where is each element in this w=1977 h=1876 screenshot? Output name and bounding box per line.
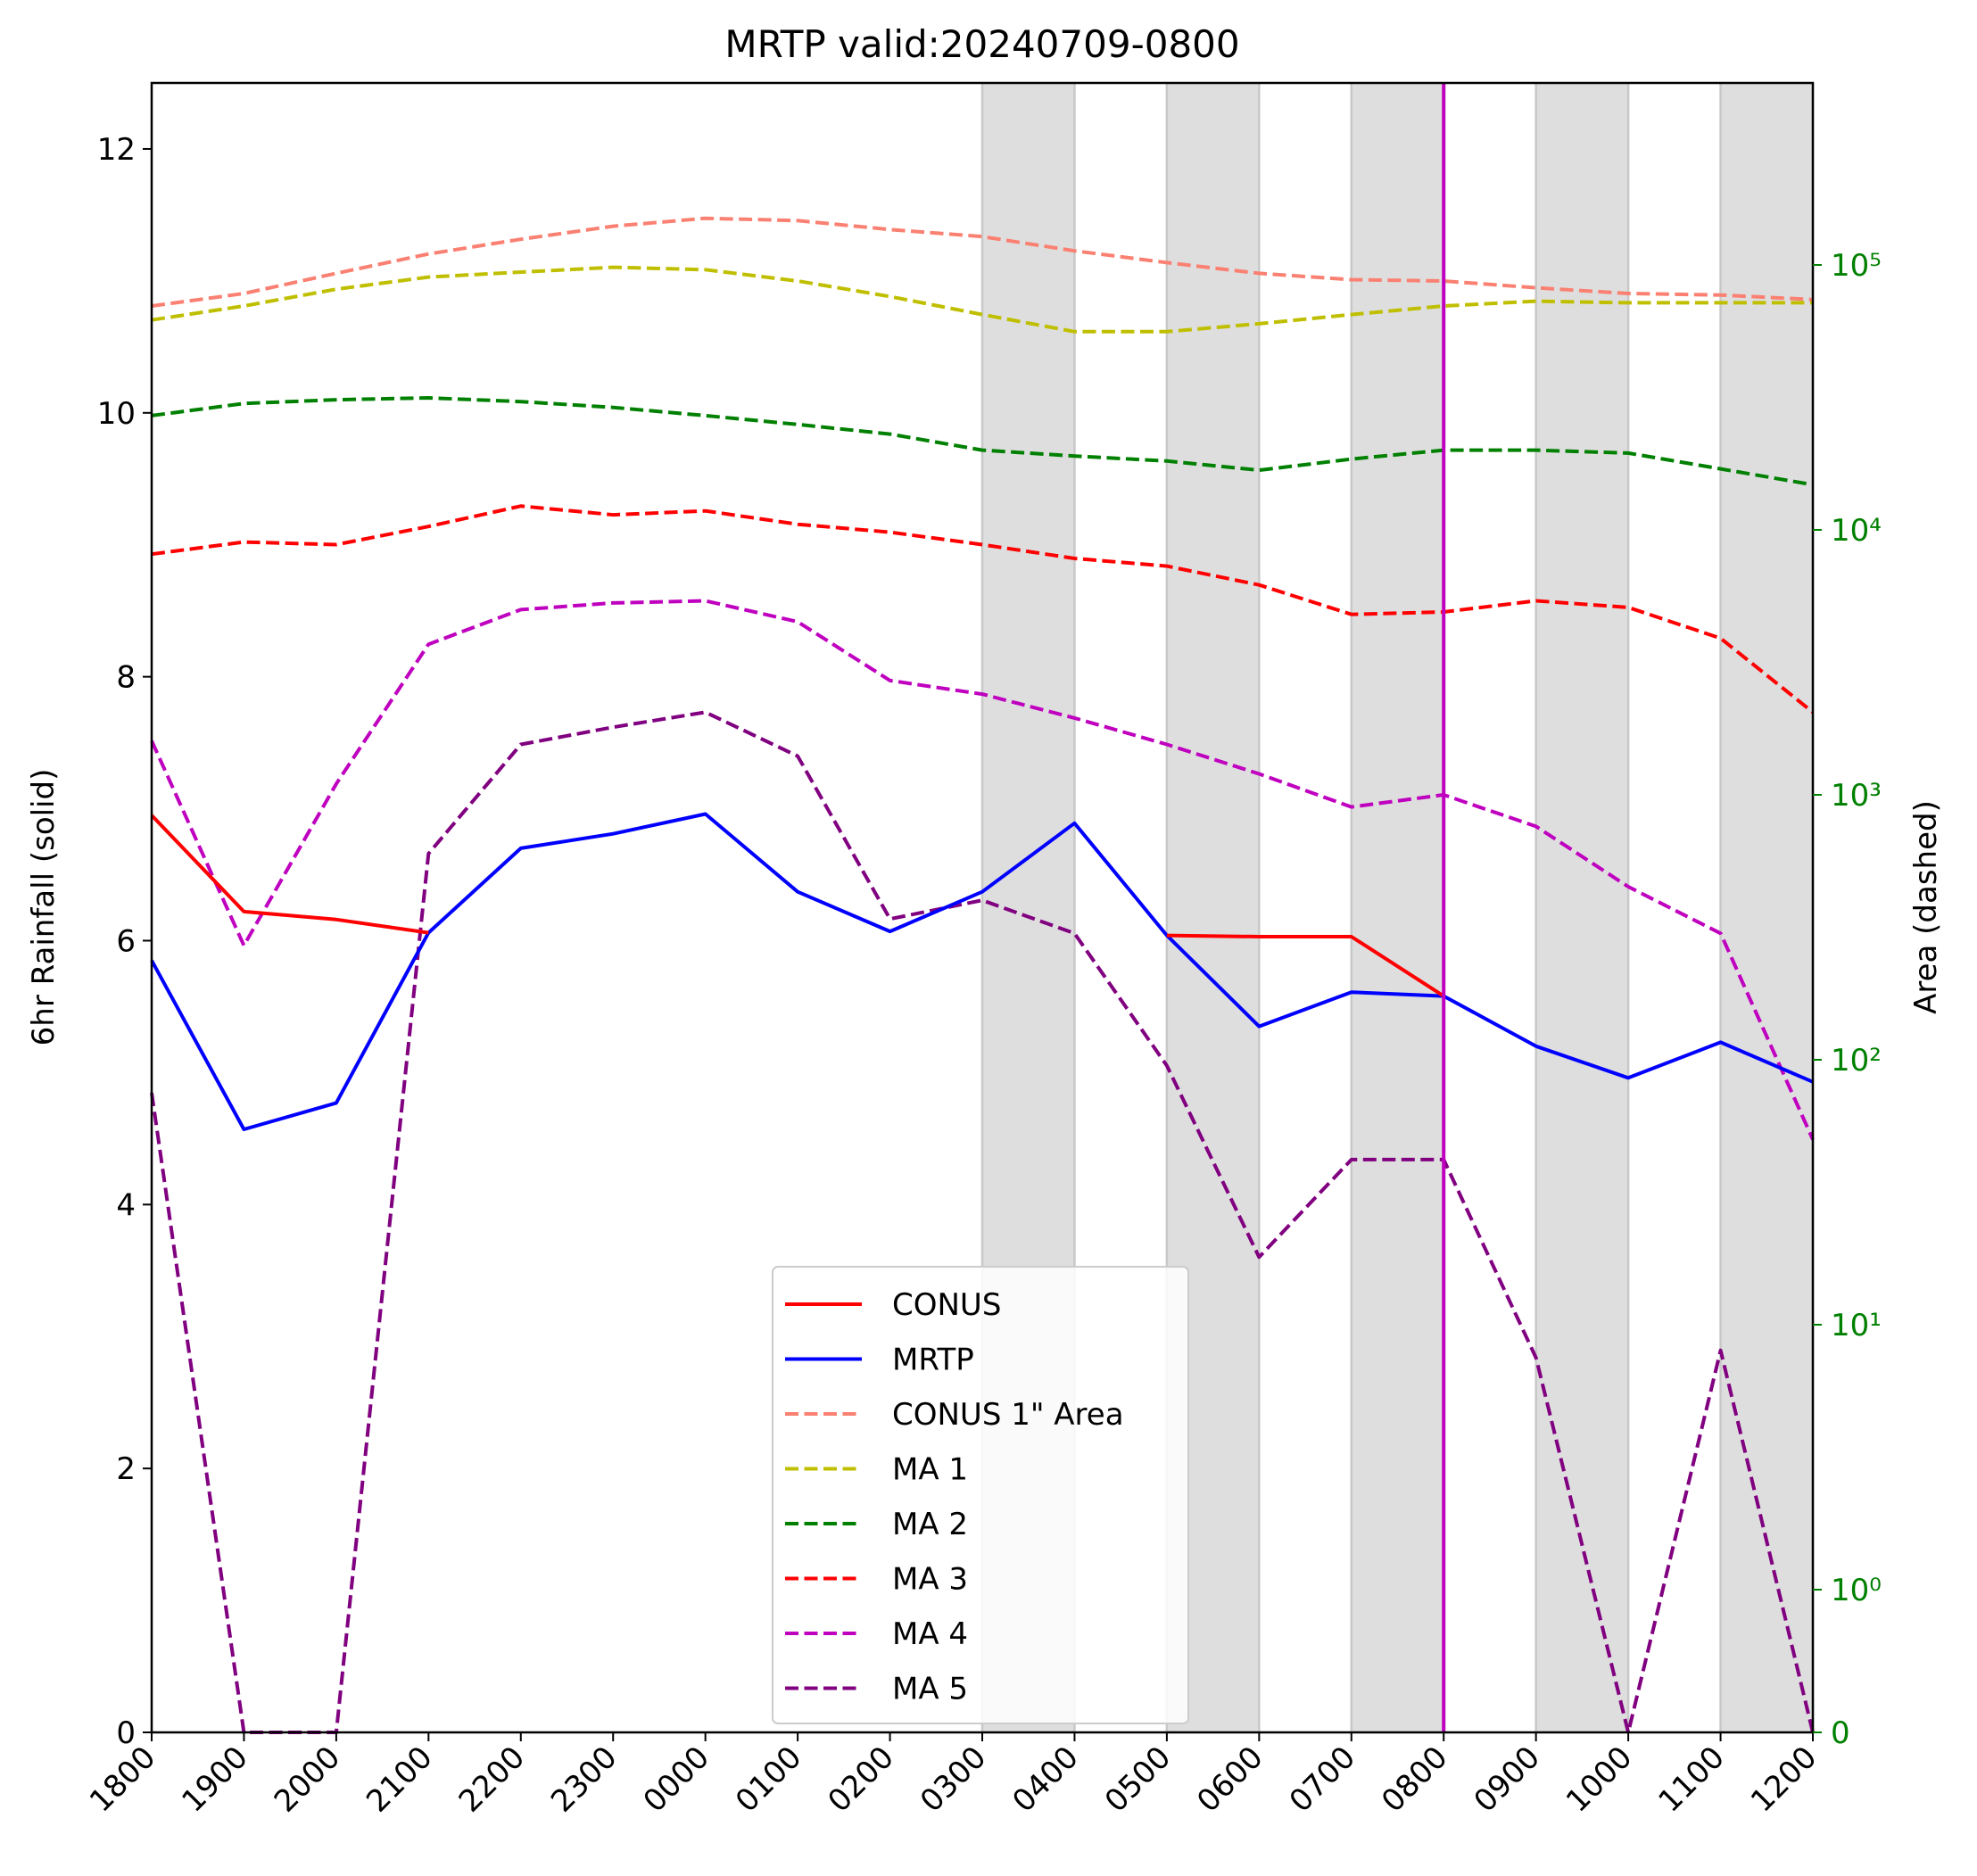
right-tick-label: 10⁴ [1831,513,1882,549]
x-tick-label: 0100 [729,1740,808,1819]
x-tick-label: 1900 [175,1740,254,1819]
shaded-bands [980,83,1815,1732]
chart-title: MRTP valid:20240709-0800 [724,22,1239,66]
y-axis-left-label: 6hr Rainfall (solid) [26,769,62,1046]
series-line-ma-3 [151,504,1815,714]
shaded-band [1351,83,1444,1732]
x-tick-label: 2100 [360,1740,439,1819]
series-line-ma-4 [150,599,1815,1141]
legend-label: MA 4 [892,1616,968,1652]
right-tick-label: 10³ [1831,778,1882,814]
series-line-ma-2 [151,396,1814,487]
x-tick-label: 0400 [1005,1740,1085,1819]
x-tick-label: 0800 [1375,1740,1454,1819]
x-tick-label: 2300 [544,1740,624,1819]
series-line-conus [1166,933,1445,998]
y-tick-label: 4 [116,1187,136,1223]
series-line-conus [150,814,429,935]
series-line-ma-1 [151,265,1813,334]
series-line-conus-1-area [151,216,1814,308]
y-axis-left: 0 2 4 6 8 10 12 [97,132,152,1751]
x-tick-label: 1800 [83,1740,162,1819]
right-tick-label: 0 [1831,1715,1850,1751]
x-tick-label: 0900 [1468,1740,1547,1819]
legend-label: CONUS [892,1287,1001,1323]
right-tick-label: 10⁰ [1831,1573,1882,1608]
x-axis: 1800 1900 2000 2100 2200 2300 0000 0100 0200 0300… [83,1732,1824,1820]
y-tick-label: 6 [116,923,136,959]
shaded-band [1720,83,1813,1732]
legend: CONUS MRTP CONUS 1" Area MA 1 MA 2 MA 3 MA 4 MA… [772,1266,1189,1724]
legend-label: MRTP [892,1343,974,1378]
y-tick-label: 0 [116,1715,136,1751]
legend-label: MA 5 [892,1672,968,1707]
x-tick-label: 1000 [1559,1740,1639,1819]
x-tick-label: 0200 [821,1740,900,1819]
shaded-band [1535,83,1629,1732]
legend-label: MA 3 [892,1562,968,1598]
y-axis-right-label: Area (dashed) [1908,800,1944,1014]
x-tick-label: 0600 [1190,1740,1270,1819]
right-tick-label: 10⁵ [1831,248,1882,284]
legend-label: CONUS 1" Area [892,1397,1124,1433]
x-tick-label: 2200 [452,1740,532,1819]
y-tick-label: 8 [116,660,136,696]
legend-label: MA 2 [892,1507,968,1542]
y-tick-label: 12 [97,132,136,168]
x-tick-label: 1200 [1744,1740,1824,1819]
series-lines [150,216,1815,1734]
y-tick-label: 10 [97,396,136,432]
x-tick-label: 1100 [1651,1740,1731,1819]
right-tick-label: 10² [1831,1043,1882,1078]
x-tick-label: 0500 [1098,1740,1178,1819]
x-tick-label: 2000 [268,1740,347,1819]
x-tick-label: 0000 [637,1740,716,1819]
y-axis-right: 0 10⁰ 10¹ 10² 10³ 10⁴ 10⁵ [1813,248,1882,1751]
x-tick-label: 0700 [1283,1740,1362,1819]
legend-box [772,1266,1189,1724]
legend-label: MA 1 [892,1452,968,1488]
y-tick-label: 2 [116,1451,136,1487]
right-tick-label: 10¹ [1831,1308,1882,1343]
series-line-ma-5 [150,710,1815,1734]
x-tick-label: 0300 [914,1740,993,1819]
